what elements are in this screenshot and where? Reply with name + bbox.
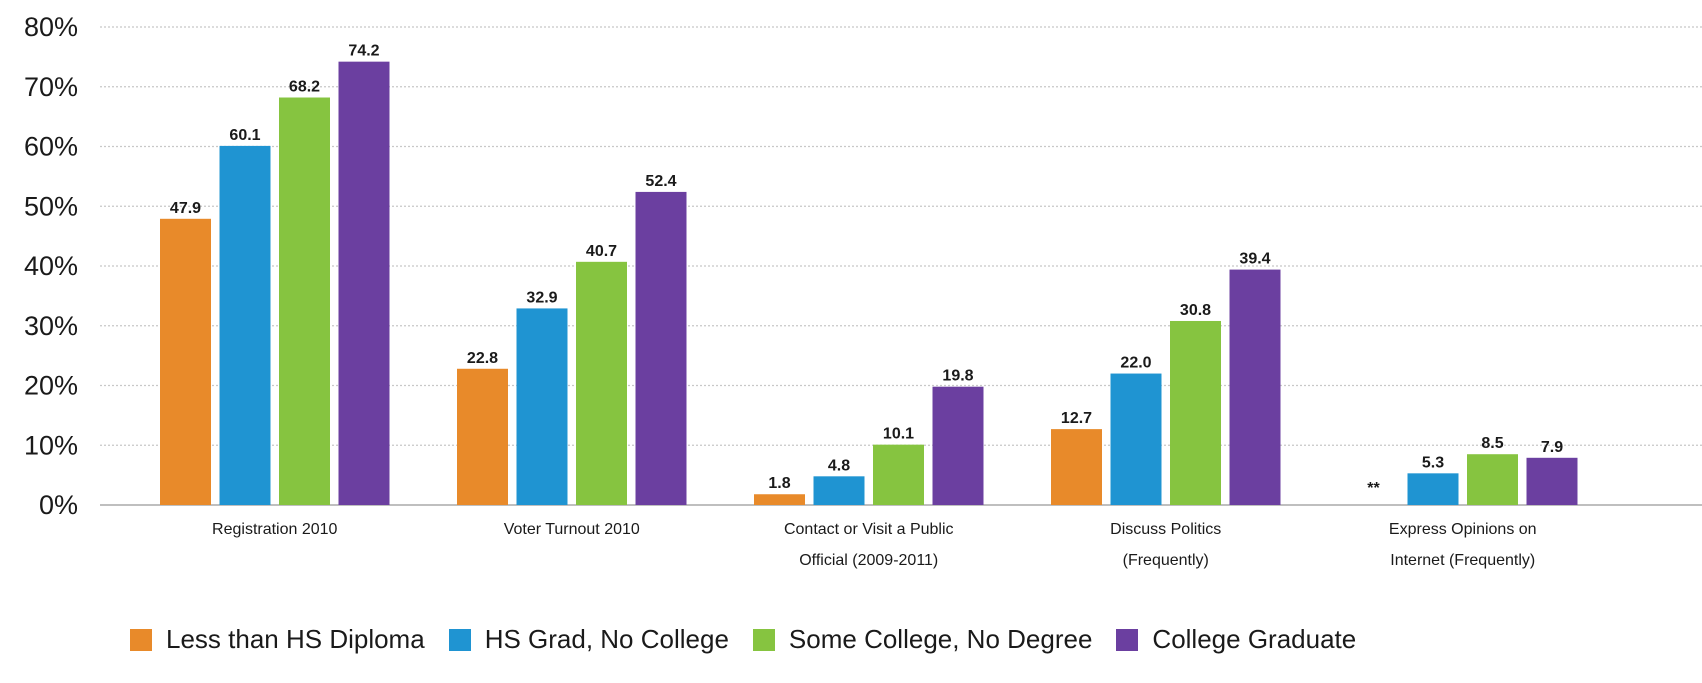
x-tick-label: Registration 2010	[212, 521, 338, 538]
data-label: 39.4	[1239, 251, 1270, 268]
bar-chart: 0% 10% 20% 30% 40% 50% 60% 70% 80% 47.9 60.1 68.2 74…	[24, 12, 1702, 569]
data-label: 47.9	[170, 200, 201, 217]
data-label: 8.5	[1481, 435, 1503, 452]
bar	[873, 444, 924, 505]
x-tick-label: Contact or Visit a Public	[784, 521, 954, 538]
bar	[338, 61, 390, 505]
y-tick-label: 30%	[24, 311, 78, 341]
bar	[1170, 320, 1221, 505]
data-label: 7.9	[1541, 439, 1563, 456]
bar	[932, 386, 984, 505]
y-tick-label: 70%	[24, 72, 78, 102]
data-label: 10.1	[883, 426, 914, 443]
legend-label: HS Grad, No College	[484, 624, 729, 654]
bar	[1467, 454, 1518, 505]
legend-swatch	[1116, 628, 1139, 651]
bar	[754, 494, 805, 505]
y-tick-label: 50%	[24, 191, 78, 221]
bar	[160, 218, 211, 506]
x-tick-label: Internet (Frequently)	[1390, 552, 1535, 569]
data-label: 40.7	[586, 243, 617, 260]
data-label: 4.8	[828, 457, 850, 474]
data-label: 22.0	[1120, 355, 1151, 372]
legend-swatch	[752, 628, 775, 651]
legend-swatch	[448, 628, 471, 651]
y-tick-label: 0%	[39, 490, 78, 520]
bar	[635, 191, 687, 505]
y-tick-label: 40%	[24, 251, 78, 281]
bar	[1051, 429, 1102, 505]
x-tick-label: Express Opinions on	[1389, 521, 1537, 538]
bar	[516, 308, 568, 505]
bar	[813, 476, 865, 505]
data-label: 68.2	[289, 79, 320, 96]
y-tick-label: 80%	[24, 12, 78, 42]
bar	[1407, 473, 1459, 505]
legend-item-college-grad: College Graduate	[1116, 624, 1356, 655]
bar	[1110, 373, 1162, 505]
x-tick-label: Official (2009-2011)	[799, 552, 938, 569]
bar	[576, 261, 627, 505]
bar	[279, 97, 330, 505]
data-label: 22.8	[467, 350, 498, 367]
legend-item-some-college: Some College, No Degree	[752, 624, 1093, 655]
x-tick-label: (Frequently)	[1123, 552, 1209, 569]
legend-label: Some College, No Degree	[788, 624, 1093, 654]
data-label: 5.3	[1422, 454, 1444, 471]
legend-swatch	[130, 628, 152, 651]
legend-label: Less than HS Diploma	[166, 624, 425, 654]
data-label: 12.7	[1061, 410, 1092, 427]
legend-item-hs-grad: HS Grad, No College	[448, 624, 729, 655]
data-label: 52.4	[645, 173, 676, 190]
y-tick-label: 20%	[24, 371, 78, 401]
legend-item-less-than-hs: Less than HS Diploma	[130, 624, 425, 655]
x-tick-label: Discuss Politics	[1110, 521, 1221, 538]
data-label: 30.8	[1180, 302, 1211, 319]
bar	[457, 368, 508, 505]
data-label: **	[1367, 480, 1380, 497]
data-label: 1.8	[768, 475, 790, 492]
bar	[1229, 269, 1281, 505]
data-label: 32.9	[526, 289, 557, 306]
bar	[1526, 457, 1578, 505]
y-tick-label: 60%	[24, 132, 78, 162]
y-tick-label: 10%	[24, 430, 78, 460]
x-tick-label: Voter Turnout 2010	[504, 521, 640, 538]
data-label: 19.8	[942, 368, 973, 385]
legend: Less than HS Diploma HS Grad, No College…	[130, 624, 1380, 655]
bar	[219, 145, 271, 505]
data-label: 60.1	[229, 127, 260, 144]
data-label: 74.2	[348, 43, 379, 60]
legend-label: College Graduate	[1152, 624, 1357, 654]
